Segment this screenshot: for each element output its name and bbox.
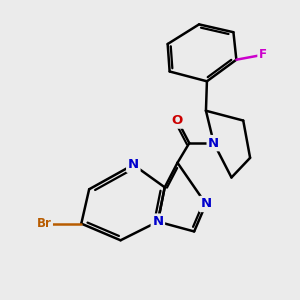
Text: N: N — [152, 215, 164, 228]
Text: N: N — [208, 136, 219, 150]
Text: O: O — [172, 114, 183, 127]
Text: F: F — [259, 48, 267, 61]
Text: N: N — [200, 197, 211, 211]
Text: Br: Br — [37, 217, 51, 230]
Text: N: N — [128, 158, 139, 171]
